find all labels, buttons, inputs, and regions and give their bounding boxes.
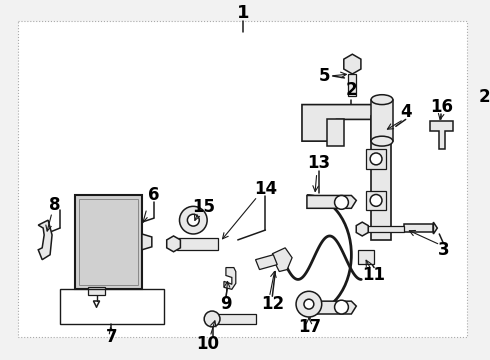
- Polygon shape: [272, 248, 292, 271]
- Ellipse shape: [371, 136, 393, 146]
- Polygon shape: [224, 267, 236, 289]
- Bar: [366, 226, 404, 232]
- Text: 14: 14: [254, 180, 277, 198]
- Text: 11: 11: [363, 266, 386, 284]
- Circle shape: [187, 214, 199, 226]
- Bar: [19, 21, 467, 337]
- Polygon shape: [307, 195, 356, 208]
- Polygon shape: [356, 222, 368, 236]
- Polygon shape: [327, 120, 344, 146]
- Bar: [348, 74, 356, 96]
- Circle shape: [179, 206, 207, 234]
- Bar: [358, 250, 374, 264]
- Polygon shape: [167, 236, 180, 252]
- Circle shape: [304, 299, 314, 309]
- Polygon shape: [307, 301, 356, 314]
- Text: 3: 3: [438, 241, 449, 259]
- Text: 17: 17: [298, 318, 321, 336]
- Circle shape: [370, 194, 382, 206]
- Text: 15: 15: [192, 198, 215, 216]
- Polygon shape: [404, 222, 437, 234]
- Text: 7: 7: [105, 328, 117, 346]
- Bar: [75, 195, 142, 289]
- Polygon shape: [371, 116, 391, 240]
- Polygon shape: [344, 54, 361, 74]
- Circle shape: [370, 153, 382, 165]
- Bar: [366, 190, 386, 210]
- Bar: [75, 195, 142, 289]
- Text: 4: 4: [400, 103, 412, 121]
- Text: 6: 6: [148, 186, 160, 204]
- Bar: [88, 287, 105, 295]
- Bar: [371, 100, 393, 141]
- Polygon shape: [430, 121, 453, 149]
- Text: 1: 1: [237, 4, 249, 22]
- Text: 9: 9: [220, 295, 232, 313]
- Bar: [216, 314, 256, 324]
- Text: 2: 2: [479, 88, 490, 106]
- Polygon shape: [38, 220, 52, 260]
- Bar: [404, 224, 433, 232]
- Text: 8: 8: [49, 196, 61, 214]
- Polygon shape: [302, 105, 391, 141]
- Text: 2: 2: [345, 81, 357, 99]
- Text: 12: 12: [261, 295, 284, 313]
- Circle shape: [204, 311, 220, 327]
- Bar: [366, 149, 386, 169]
- Bar: [176, 238, 218, 250]
- Text: 16: 16: [430, 98, 453, 116]
- Bar: [60, 289, 164, 324]
- Text: 5: 5: [319, 67, 330, 85]
- Circle shape: [335, 300, 348, 314]
- Text: 13: 13: [307, 154, 330, 172]
- Polygon shape: [142, 234, 152, 250]
- Polygon shape: [256, 255, 277, 270]
- Circle shape: [296, 291, 322, 317]
- Text: 10: 10: [196, 335, 220, 353]
- Circle shape: [335, 195, 348, 209]
- Ellipse shape: [371, 95, 393, 105]
- Bar: [79, 199, 138, 285]
